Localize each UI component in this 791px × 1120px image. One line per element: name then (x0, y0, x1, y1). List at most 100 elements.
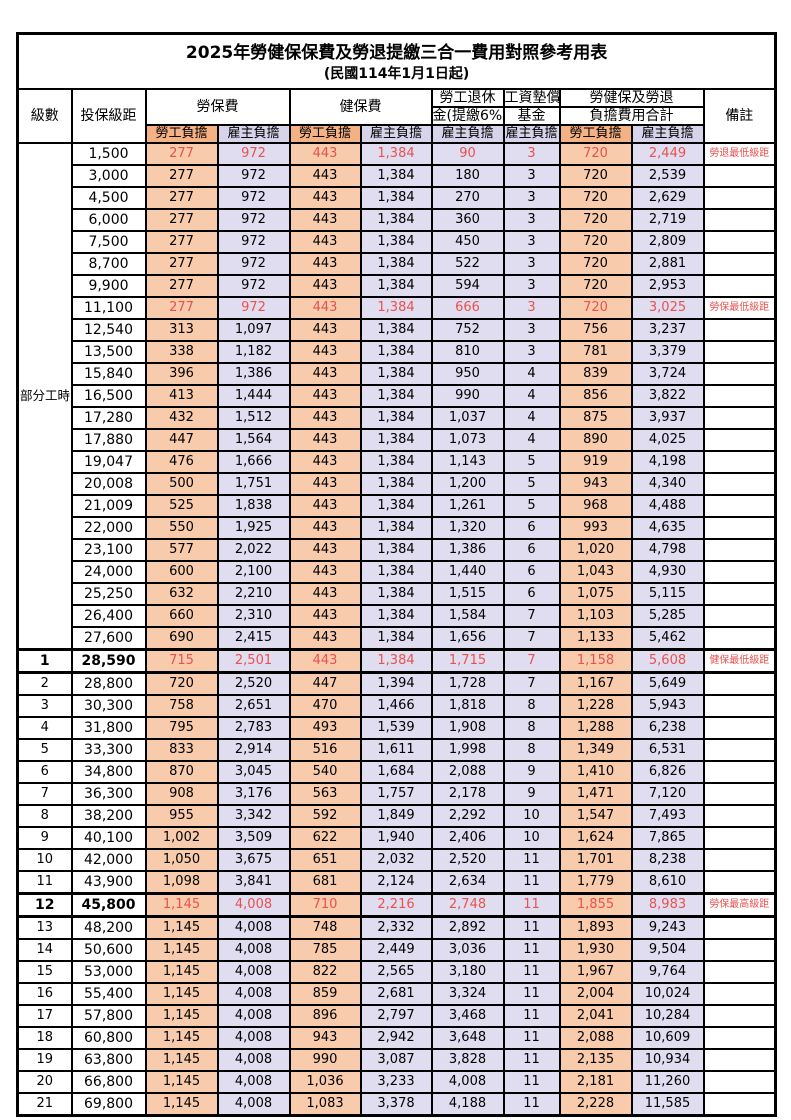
value-cell: 1,145 (144, 1004, 219, 1028)
value-cell: 4 (502, 362, 561, 386)
table-row: 24,000 600 2,100 443 1,384 1,440 6 1,043 4,930 (18, 560, 777, 584)
value-cell: 4,008 (216, 938, 291, 962)
value-cell: 822 (288, 960, 362, 984)
value-cell: 720 (558, 142, 633, 166)
value-cell: 972 (216, 274, 291, 298)
level-cell: 1 (16, 648, 73, 674)
value-cell: 972 (216, 186, 291, 210)
value-cell: 4,635 (630, 516, 705, 540)
value-cell: 785 (288, 938, 362, 962)
value-cell: 3,675 (216, 848, 291, 872)
table-row: 4,500 277 972 443 1,384 270 3 720 2,629 (18, 186, 777, 210)
remark-cell (702, 230, 777, 254)
value-cell: 908 (144, 782, 219, 806)
remark-cell (702, 626, 777, 651)
table-row: 6,000 277 972 443 1,384 360 3 720 2,719 (18, 208, 777, 232)
value-cell: 3 (502, 340, 561, 364)
remark-cell (702, 694, 777, 718)
header-row-1: 級數 投保級距 勞保費 健保費 勞工退休 工資墊償 勞健保及勞退 備註 (16, 88, 777, 144)
value-cell: 10,934 (630, 1048, 705, 1072)
remark-cell (702, 494, 777, 518)
value-cell: 6 (502, 516, 561, 540)
value-cell: 955 (144, 804, 219, 828)
remark-cell: 勞保最低級距 (702, 296, 777, 320)
value-cell: 1,384 (359, 538, 433, 562)
value-cell: 4,008 (216, 892, 291, 918)
value-cell: 2,022 (216, 538, 291, 562)
value-cell: 1,611 (359, 738, 433, 762)
value-cell: 180 (430, 164, 505, 188)
header-row-3: 勞工負擔 雇主負擔 勞工負擔 雇主負擔 雇主負擔 雇主負擔 勞工負擔 雇主負擔 (18, 124, 776, 144)
header-labor-fee: 勞保費 (144, 88, 291, 126)
value-cell: 1,098 (144, 870, 219, 895)
table-row: 18 60,800 1,145 4,008 943 2,942 3,648 11 2,088 10… (16, 1026, 777, 1050)
value-cell: 470 (288, 694, 362, 718)
value-cell: 1,728 (430, 671, 505, 696)
bracket-cell: 13,500 (70, 340, 147, 364)
value-cell: 1,145 (144, 1026, 219, 1050)
table-row: 12 45,800 1,145 4,008 710 2,216 2,748 11 1,855 8,… (16, 892, 777, 918)
value-cell: 443 (288, 296, 362, 320)
remark-cell (702, 340, 777, 364)
header-remark: 備註 (702, 88, 777, 144)
value-cell: 2,565 (359, 960, 433, 984)
subheader-health-employee: 勞工負擔 (288, 124, 362, 144)
value-cell: 1,656 (430, 626, 505, 651)
value-cell: 1,471 (558, 782, 633, 806)
level-cell: 14 (16, 938, 73, 962)
value-cell: 781 (558, 340, 633, 364)
value-cell: 1,998 (430, 738, 505, 762)
bracket-cell: 63,800 (70, 1048, 147, 1072)
remark-cell (702, 1048, 777, 1072)
value-cell: 11 (502, 938, 561, 962)
value-cell: 720 (558, 186, 633, 210)
table-row: 19 63,800 1,145 4,008 990 3,087 3,828 11 2,135 10… (16, 1048, 777, 1072)
value-cell: 2,719 (630, 208, 705, 232)
value-cell: 2,634 (430, 870, 505, 895)
value-cell: 2,332 (359, 915, 433, 940)
value-cell: 4,008 (216, 1004, 291, 1028)
value-cell: 1,547 (558, 804, 633, 828)
value-cell: 277 (144, 296, 219, 320)
table-row: 11,100 277 972 443 1,384 666 3 720 3,025 勞保最低級距 (18, 296, 777, 320)
value-cell: 11 (502, 915, 561, 940)
value-cell: 2,783 (216, 716, 291, 740)
remark-cell: 健保最低級距 (702, 648, 777, 674)
page-subtitle: (民國114年1月1日起) (323, 65, 470, 82)
header-level: 級數 (16, 88, 73, 144)
value-cell: 3 (502, 164, 561, 188)
bracket-cell: 31,800 (70, 716, 147, 740)
bracket-cell: 69,800 (70, 1092, 147, 1117)
value-cell: 681 (288, 870, 362, 895)
value-cell: 1,410 (558, 760, 633, 784)
value-cell: 11 (502, 1004, 561, 1028)
level-cell: 11 (16, 870, 73, 895)
value-cell: 972 (216, 208, 291, 232)
value-cell: 666 (430, 296, 505, 320)
remark-cell (702, 1070, 777, 1094)
value-cell: 2,406 (430, 826, 505, 850)
value-cell: 1,097 (216, 318, 291, 342)
bracket-cell: 26,400 (70, 604, 147, 628)
table-row: 14 50,600 1,145 4,008 785 2,449 3,036 11 1,930 9,… (16, 938, 777, 962)
value-cell: 1,384 (359, 450, 433, 474)
value-cell: 443 (288, 406, 362, 430)
value-cell: 1,757 (359, 782, 433, 806)
value-cell: 3,087 (359, 1048, 433, 1072)
bracket-cell: 12,540 (70, 318, 147, 342)
value-cell: 2,953 (630, 274, 705, 298)
table-title-cell: 2025年勞健保保費及勞退提繳三合一費用對照參考用表 (民國114年1月1日起) (16, 32, 777, 90)
table-row: 6 34,800 870 3,045 540 1,684 2,088 9 1,410 6,826 (16, 760, 777, 784)
remark-cell (702, 760, 777, 784)
value-cell: 1,386 (216, 362, 291, 386)
value-cell: 4,798 (630, 538, 705, 562)
value-cell: 1,143 (430, 450, 505, 474)
value-cell: 1,564 (216, 428, 291, 452)
remark-cell (702, 384, 777, 408)
value-cell: 1,384 (359, 604, 433, 628)
value-cell: 443 (288, 472, 362, 496)
value-cell: 1,145 (144, 938, 219, 962)
value-cell: 4,188 (430, 1092, 505, 1117)
value-cell: 3 (502, 296, 561, 320)
